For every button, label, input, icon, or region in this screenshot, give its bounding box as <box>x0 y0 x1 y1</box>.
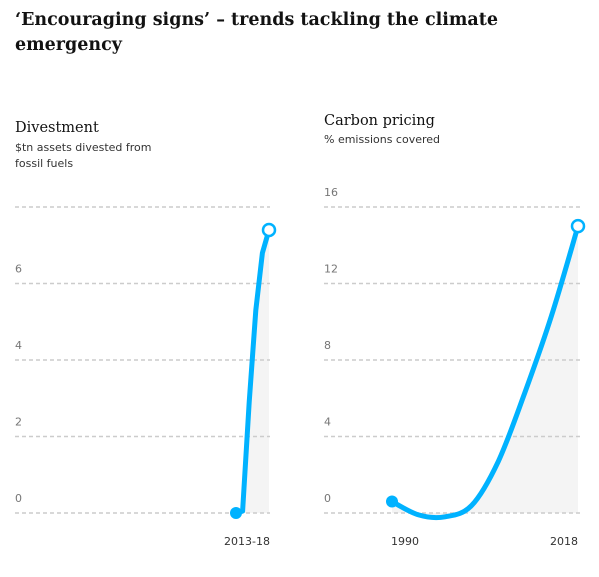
carbon-pricing-panel-title: Carbon pricing <box>324 113 435 129</box>
divestment-end-point <box>261 222 277 238</box>
divestment-subtitle: $tn assets divested from fossil fuels <box>15 141 152 170</box>
carbon-pricing-xtick-label: 1990 <box>391 535 419 548</box>
divestment-chart: 0 2 4 6 2013-18 <box>15 206 277 548</box>
chart-title: ‘Encouraging signs’ – trends tackling th… <box>15 10 498 55</box>
divestment-ytick-label: 2 <box>15 416 22 429</box>
carbon-pricing-end-point <box>570 218 586 234</box>
carbon-pricing-ytick-label: 8 <box>324 339 331 352</box>
carbon-pricing-chart: 0 4 8 12 16 1990 2018 <box>324 186 586 548</box>
carbon-pricing-ytick-label: 16 <box>324 186 338 199</box>
divestment-ytick-label: 6 <box>15 263 22 276</box>
carbon-pricing-xtick-label: 2018 <box>550 535 578 548</box>
carbon-pricing-ytick-label: 12 <box>324 263 338 276</box>
divestment-ytick-label: 4 <box>15 339 22 352</box>
carbon-pricing-ytick-label: 0 <box>324 492 331 505</box>
carbon-pricing-ytick-label: 4 <box>324 416 331 429</box>
carbon-pricing-subtitle: % emissions covered <box>324 133 441 146</box>
divestment-ytick-label: 0 <box>15 492 22 505</box>
carbon-pricing-area <box>392 226 578 518</box>
divestment-start-point <box>230 507 242 519</box>
divestment-panel-title: Divestment <box>15 120 99 136</box>
carbon-pricing-series-line <box>389 223 581 521</box>
carbon-pricing-start-point <box>386 495 398 508</box>
divestment-xtick-label: 2013-18 <box>224 535 270 548</box>
